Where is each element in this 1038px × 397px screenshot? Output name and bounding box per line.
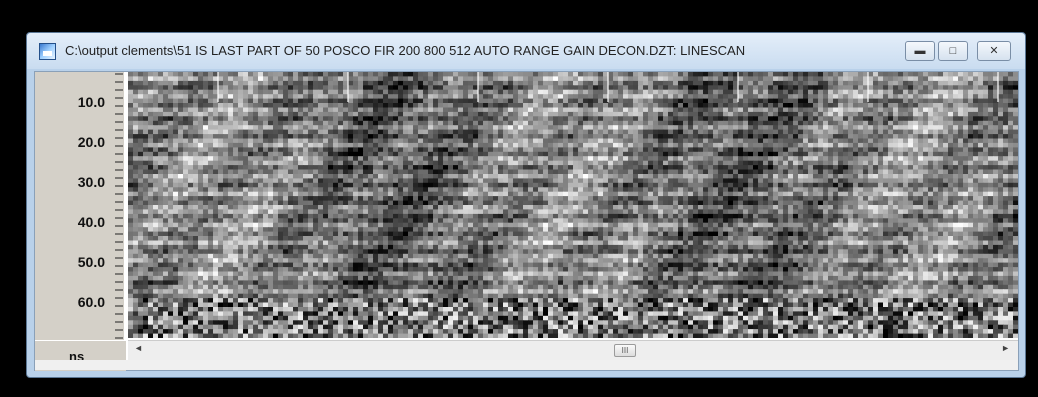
axis-tick-label: 40.0 [78,214,105,230]
axis-tick-label: 60.0 [78,294,105,310]
time-axis: 10.0 20.0 30.0 40.0 50.0 60.0 ns [35,72,126,371]
scroll-left-icon[interactable]: ◄ [134,343,143,353]
minimize-icon: ▬ [914,45,926,57]
minimize-button[interactable]: ▬ [905,41,935,61]
radar-app-icon[interactable] [39,43,56,60]
linescan-window: C:\output clements\51 IS LAST PART OF 50… [26,32,1026,378]
maximize-button[interactable]: □ [938,41,968,61]
axis-tick-label: 50.0 [78,254,105,270]
horizontal-scrollbar[interactable]: ◄ III ► [128,340,1018,360]
axis-tick-label: 10.0 [78,94,105,110]
scrollbar-thumb[interactable]: III [614,344,636,357]
status-strip [35,360,1018,370]
scroll-right-icon[interactable]: ► [1001,343,1010,353]
linescan-image[interactable] [128,72,1018,338]
time-axis-scale: 10.0 20.0 30.0 40.0 50.0 60.0 [78,73,123,339]
maximize-icon: □ [949,45,957,57]
window-title: C:\output clements\51 IS LAST PART OF 50… [65,43,746,58]
axis-tick-label: 20.0 [78,134,105,150]
close-icon: ✕ [989,45,999,57]
content-area: 10.0 20.0 30.0 40.0 50.0 60.0 ns ◄ III ► [34,71,1019,371]
axis-tick-label: 30.0 [78,174,105,190]
title-bar[interactable]: C:\output clements\51 IS LAST PART OF 50… [27,33,1025,69]
close-button[interactable]: ✕ [977,41,1011,61]
